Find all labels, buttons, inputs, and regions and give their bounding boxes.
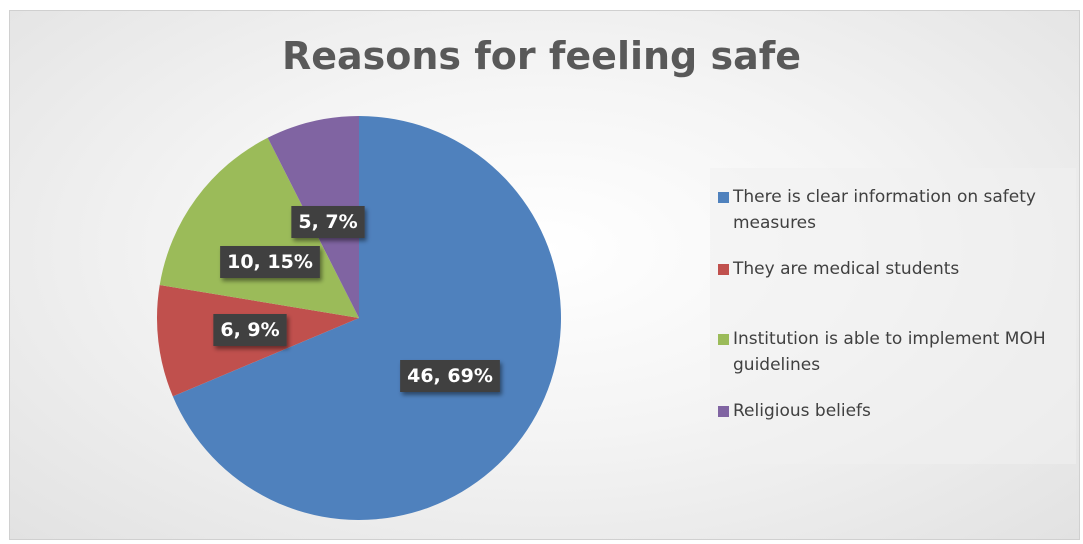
chart-title: Reasons for feeling safe [281, 34, 802, 78]
legend-swatch [718, 192, 729, 203]
legend-swatch [718, 406, 729, 417]
data-label-text: 5, 7% [298, 211, 357, 233]
data-label-box [220, 246, 320, 278]
legend-label: Institution is able to implement MOH gui… [733, 329, 1046, 375]
legend-label: Religious beliefs [733, 401, 871, 421]
legend-item-institution-guidelines: Institution is able to implement MOH gui… [718, 326, 1078, 378]
legend: There is clear information on safety mea… [710, 168, 1076, 464]
legend-item-religious-beliefs: Religious beliefs [718, 398, 1078, 424]
data-label: 6, 9% [213, 314, 287, 346]
data-label-box [400, 360, 500, 392]
legend-item-clear-information: There is clear information on safety mea… [718, 184, 1078, 236]
data-label-text: 10, 15% [227, 251, 313, 273]
data-label-box [213, 314, 287, 346]
pie-slice-clear-information [172, 116, 561, 520]
data-label: 10, 15% [220, 246, 320, 278]
legend-item-medical-students: They are medical students [718, 256, 1078, 282]
legend-label: They are medical students [733, 259, 960, 279]
legend-swatch [718, 334, 729, 345]
legend-swatch [718, 264, 729, 275]
data-label-box [291, 206, 365, 238]
data-label-text: 6, 9% [220, 319, 279, 341]
data-label: 5, 7% [291, 206, 365, 238]
data-label: 46, 69% [400, 360, 500, 392]
legend-label: There is clear information on safety mea… [733, 187, 1036, 233]
data-label-text: 46, 69% [407, 365, 493, 387]
